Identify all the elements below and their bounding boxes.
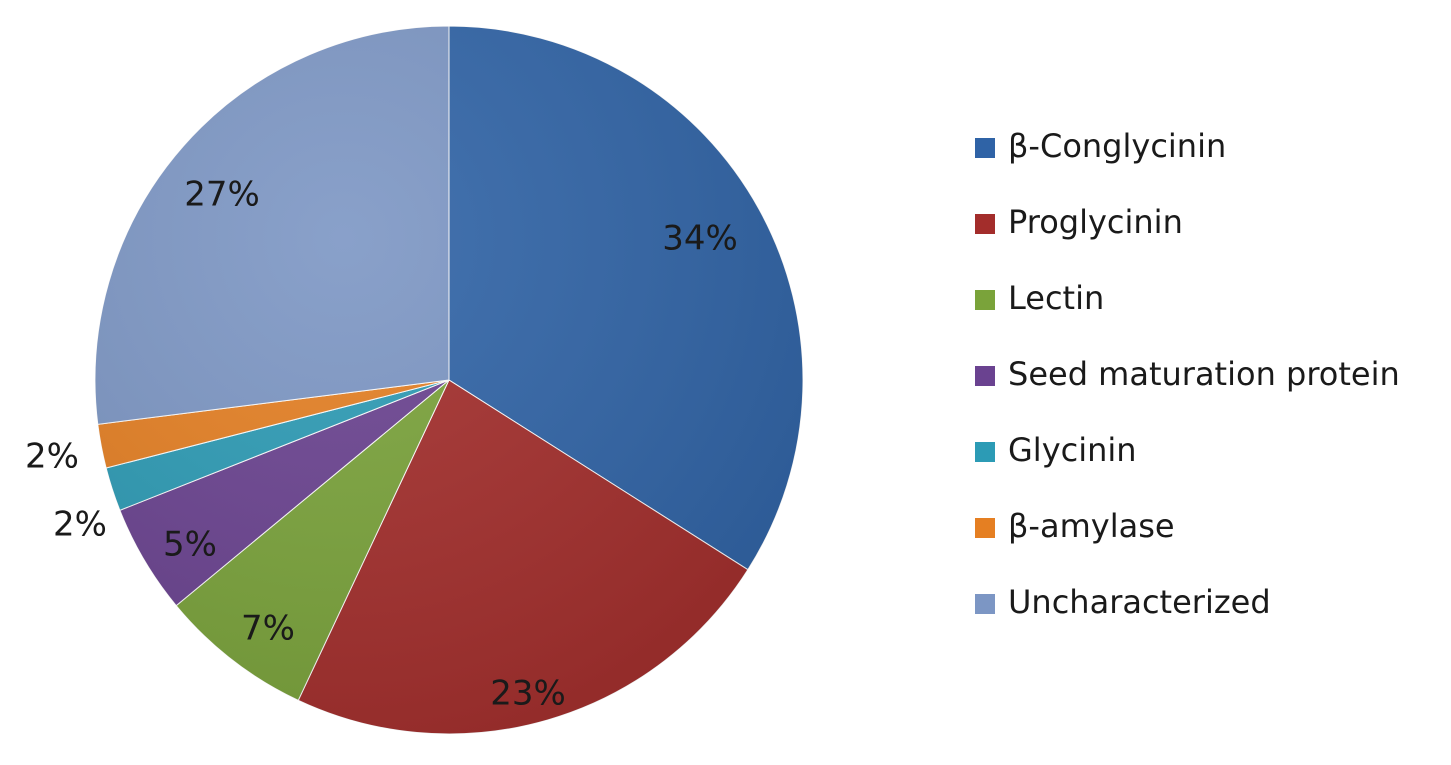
legend-item: β-amylase (975, 507, 1175, 545)
legend-label: Proglycinin (1008, 203, 1183, 241)
legend-label: β-amylase (1008, 507, 1175, 545)
legend: β-Conglycinin Proglycinin Lectin Seed matur… (975, 127, 1400, 621)
slice-percent-label: 34% (662, 219, 738, 259)
legend-item: Glycinin (975, 431, 1137, 469)
slice-percent-label: 5% (163, 525, 217, 565)
legend-item: Seed maturation protein (975, 355, 1400, 393)
legend-label: Glycinin (1008, 431, 1137, 469)
legend-item: Lectin (975, 279, 1104, 317)
legend-label: Lectin (1008, 279, 1104, 317)
legend-label: Uncharacterized (1008, 583, 1271, 621)
legend-label: Seed maturation protein (1008, 355, 1400, 393)
legend-swatch (975, 138, 995, 158)
legend-item: Proglycinin (975, 203, 1183, 241)
legend-label: β-Conglycinin (1008, 127, 1226, 165)
slice-percent-label: 7% (241, 609, 295, 649)
legend-item: β-Conglycinin (975, 127, 1226, 165)
legend-swatch (975, 518, 995, 538)
legend-item: Uncharacterized (975, 583, 1271, 621)
slice-labels: 34% 23% 7% 5% 2% 2% 27% (25, 175, 738, 714)
slice-percent-label: 23% (490, 674, 566, 714)
slice-percent-label: 27% (184, 175, 260, 215)
pie-slice-uncharacterized (94, 25, 450, 425)
pie-slices (94, 25, 804, 735)
slice-percent-label: 2% (25, 437, 79, 477)
slice-percent-label: 2% (53, 505, 107, 545)
legend-swatch (975, 442, 995, 462)
legend-swatch (975, 290, 995, 310)
legend-swatch (975, 214, 995, 234)
legend-swatch (975, 594, 995, 614)
legend-swatch (975, 366, 995, 386)
